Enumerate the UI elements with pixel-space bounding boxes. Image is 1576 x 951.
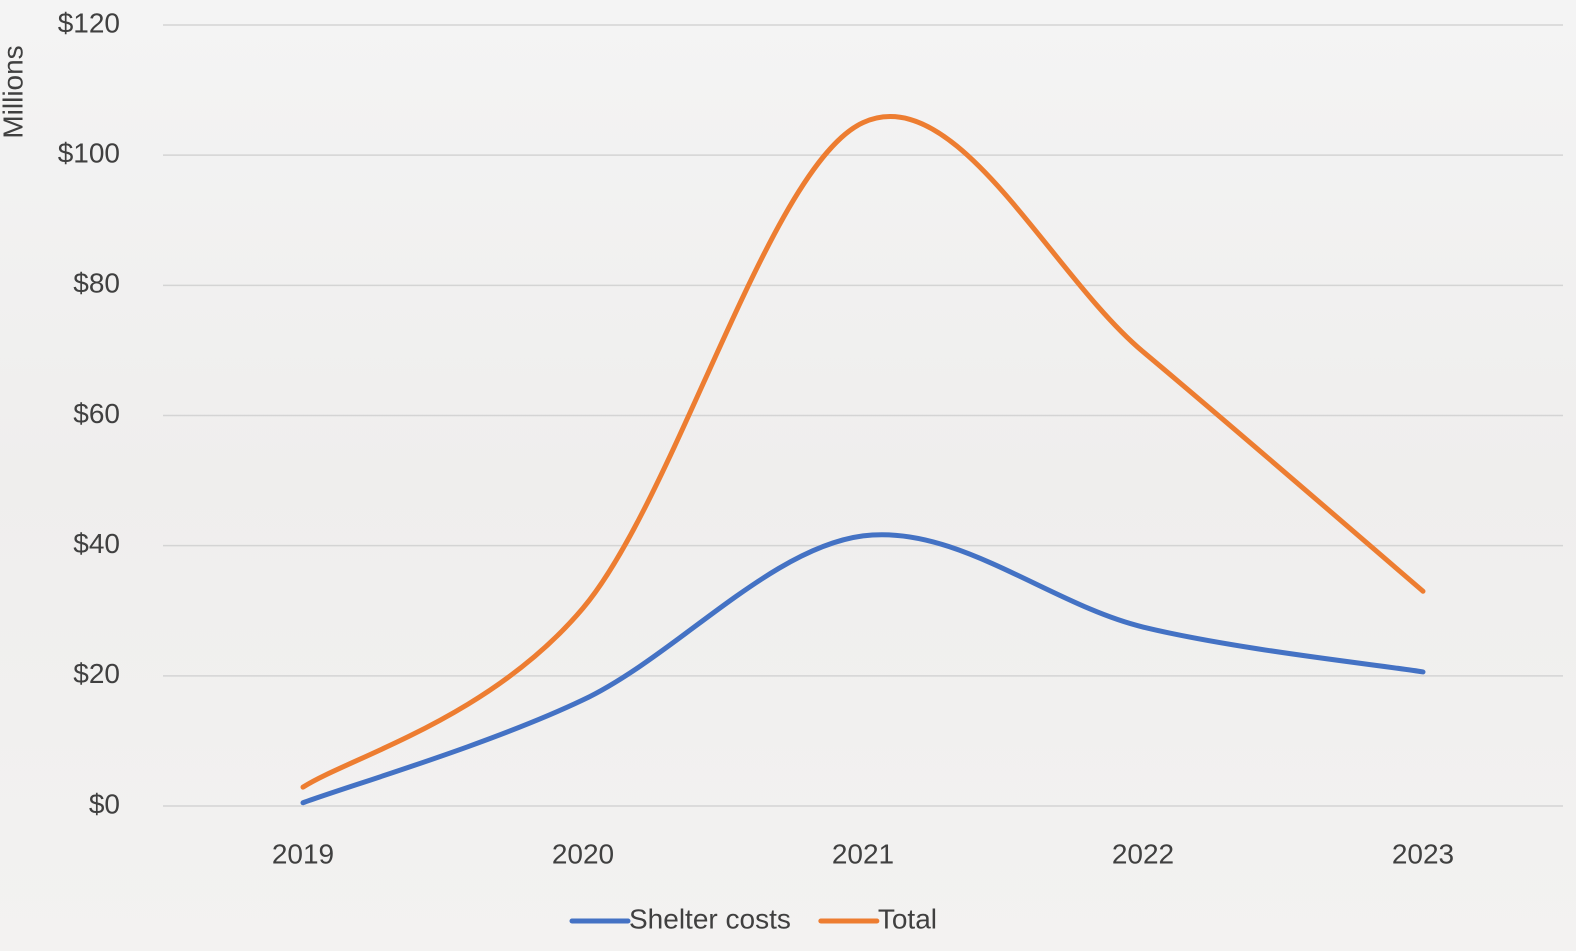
series-line <box>300 114 1426 790</box>
x-tick-label: 2019 <box>272 838 334 869</box>
y-tick-label: $40 <box>73 528 120 559</box>
y-tick-label: $20 <box>73 658 120 689</box>
y-tick-label: $80 <box>73 268 120 299</box>
y-tick-label: $0 <box>89 788 120 819</box>
series-line <box>300 532 1426 806</box>
y-axis-label: Millions <box>0 45 28 138</box>
legend-label: Total <box>878 903 937 934</box>
y-tick-label: $100 <box>58 138 120 169</box>
y-tick-label: $120 <box>58 7 120 38</box>
y-tick-label: $60 <box>73 398 120 429</box>
x-tick-label: 2022 <box>1112 838 1174 869</box>
legend-label: Shelter costs <box>629 903 791 934</box>
x-tick-label: 2020 <box>552 838 614 869</box>
x-tick-label: 2021 <box>832 838 894 869</box>
x-tick-label: 2023 <box>1392 838 1454 869</box>
